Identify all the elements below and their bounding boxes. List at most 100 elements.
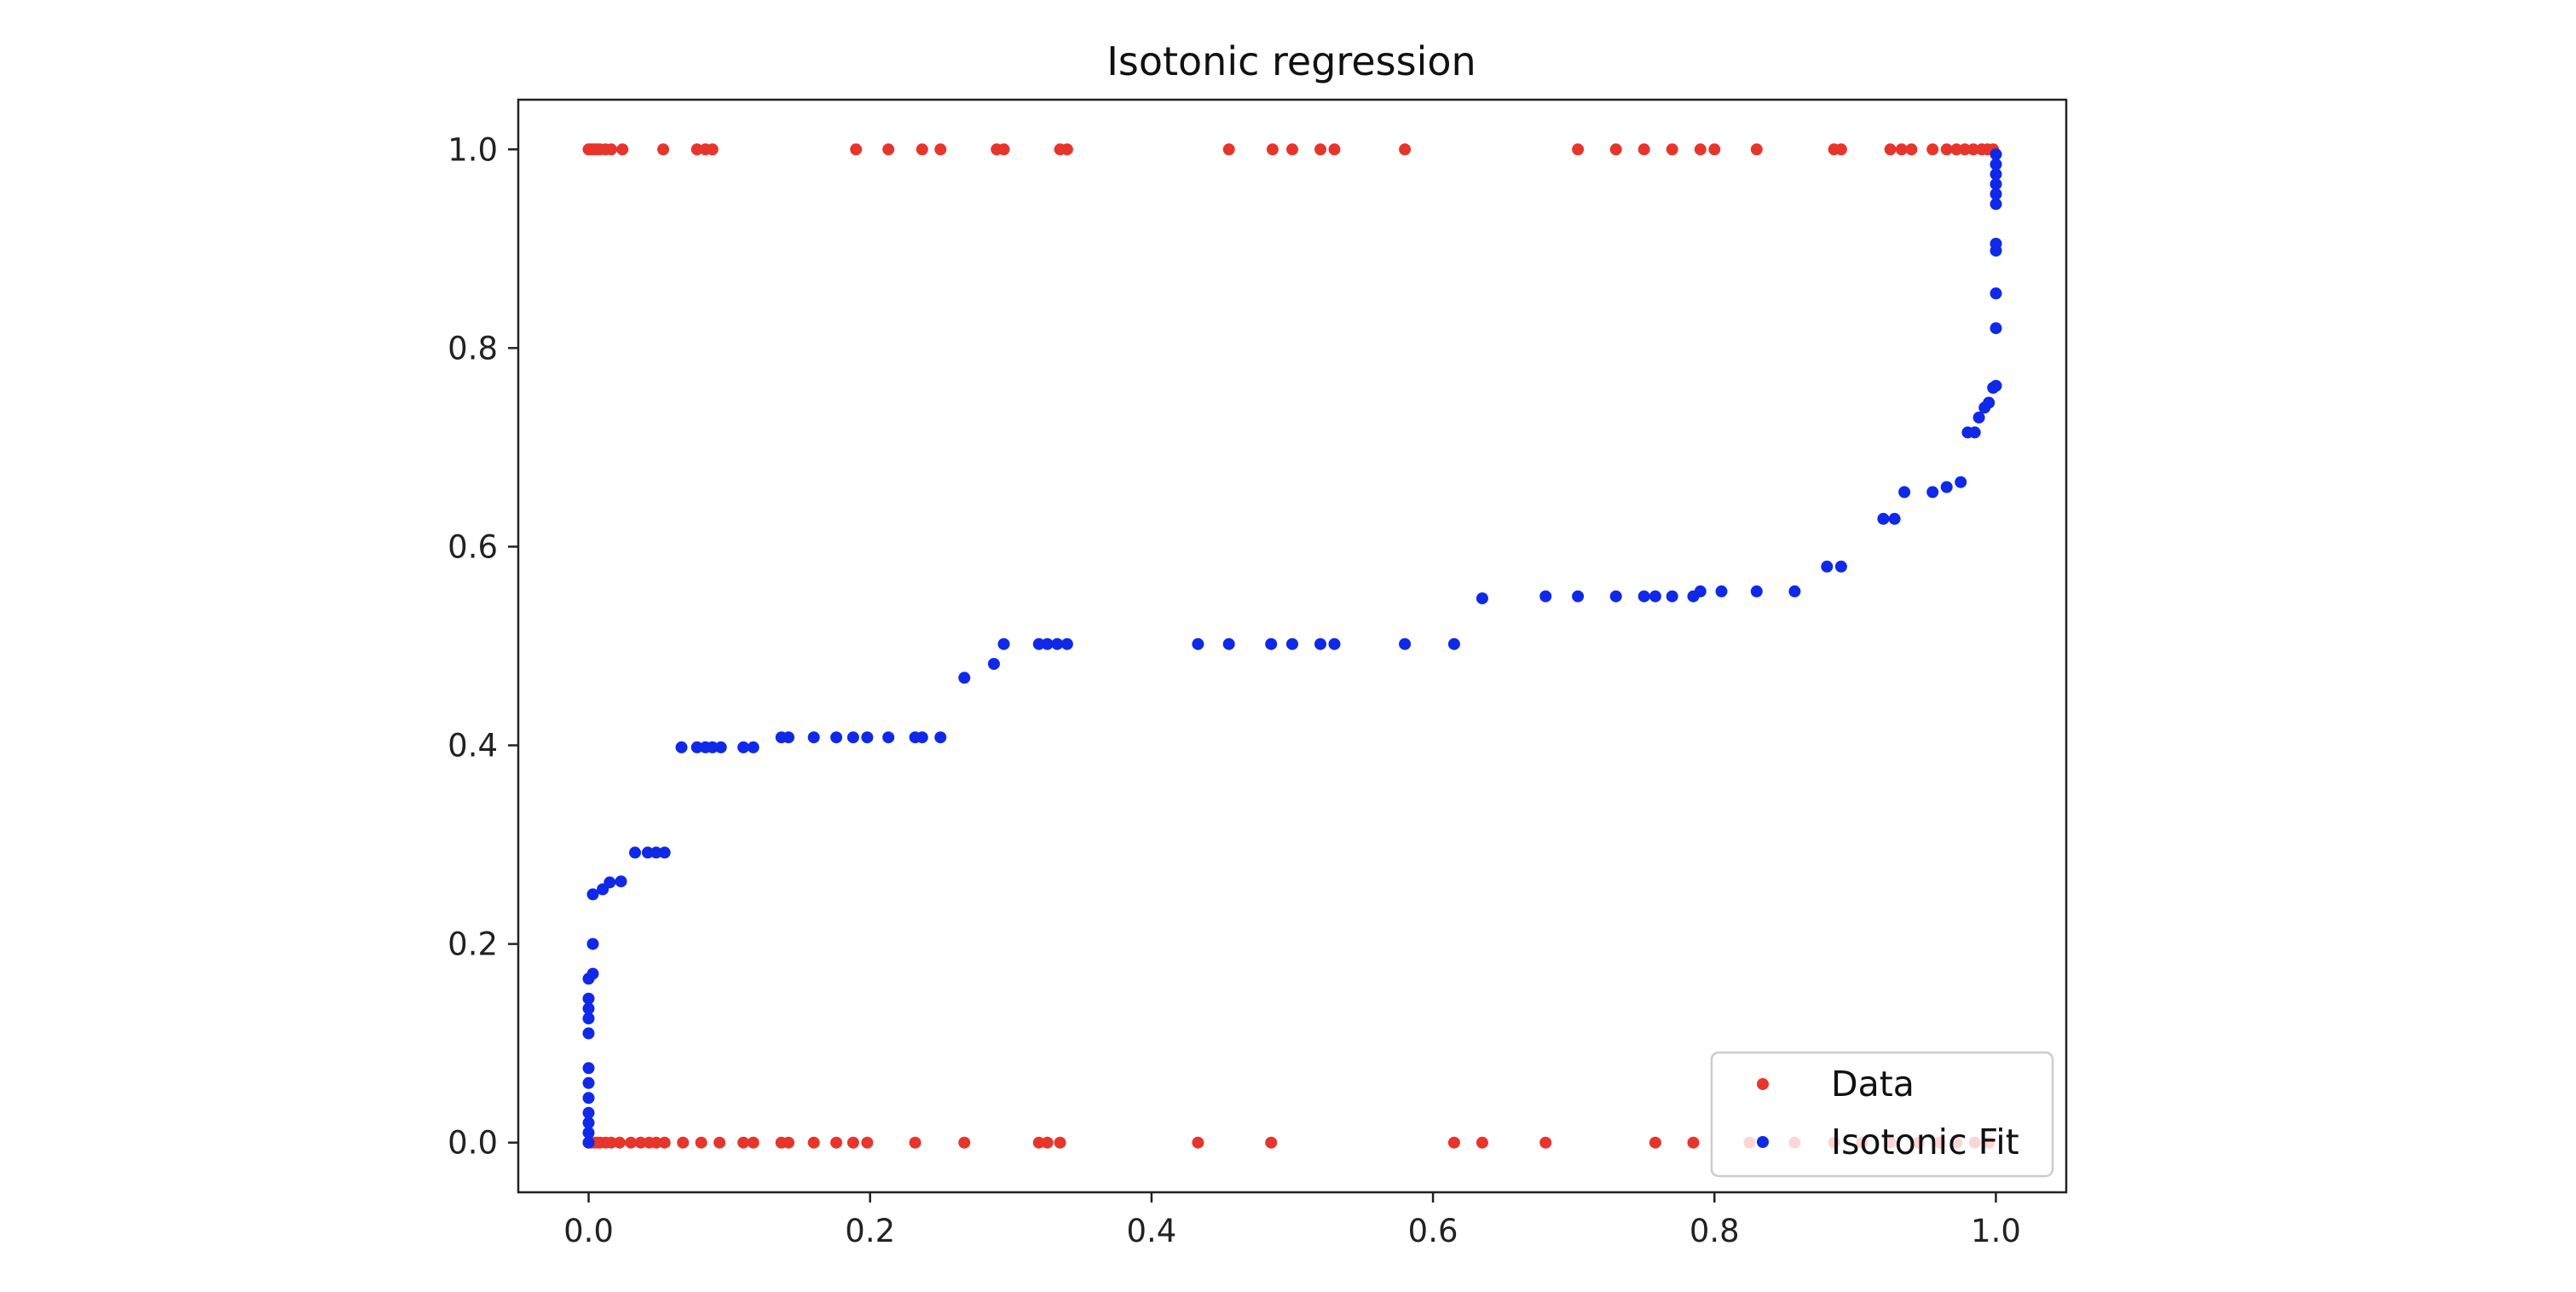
- data-point: [658, 1136, 671, 1149]
- data-point: [650, 1136, 662, 1149]
- data-point: [830, 1136, 843, 1149]
- fit-point: [586, 888, 599, 901]
- fit-point: [1060, 637, 1073, 650]
- data-point: [1950, 143, 1963, 156]
- data-point: [882, 143, 895, 156]
- fit-point: [1926, 486, 1939, 499]
- fit-point: [988, 658, 1000, 670]
- fit-point: [1222, 637, 1235, 650]
- fit-point: [1265, 637, 1278, 650]
- fit-point: [706, 741, 719, 753]
- data-point: [1895, 143, 1908, 156]
- fit-point: [650, 846, 662, 859]
- plot-data-layer: [582, 143, 2002, 1149]
- data-point: [1314, 143, 1326, 156]
- plot-frame: [517, 98, 2068, 1194]
- fit-point: [1694, 585, 1707, 597]
- fit-point: [1314, 637, 1326, 650]
- data-point: [1266, 143, 1279, 156]
- fit-point: [615, 875, 627, 888]
- data-point: [1476, 1136, 1488, 1149]
- data-point: [1192, 1136, 1204, 1149]
- data-point: [1447, 1136, 1460, 1149]
- fit-point: [807, 731, 820, 744]
- fit-point: [1888, 512, 1901, 525]
- fit-point: [1041, 637, 1054, 650]
- fit-point: [1539, 590, 1552, 603]
- data-point: [846, 1136, 859, 1149]
- fit-point: [1990, 379, 2002, 392]
- fit-point: [582, 1136, 595, 1149]
- fit-point: [1399, 637, 1412, 650]
- fit-point: [1955, 476, 1967, 488]
- data-point: [713, 1136, 726, 1149]
- y-axis: 0.0 0.2 0.4 0.6 0.8 1.0: [448, 131, 518, 1162]
- data-point: [1967, 143, 1979, 156]
- fit-point: [1609, 590, 1622, 603]
- fit-point: [1990, 198, 2002, 211]
- data-point: [1884, 143, 1897, 156]
- data-point: [1940, 143, 1953, 156]
- data-point: [625, 1136, 638, 1149]
- data-point: [915, 143, 928, 156]
- data-point: [934, 143, 947, 156]
- fit-point: [861, 731, 874, 744]
- fit-point: [1990, 158, 2002, 170]
- fit-point: [737, 741, 750, 753]
- fit-point: [582, 1027, 595, 1040]
- fit-point: [1821, 560, 1834, 573]
- y-tick-label: 0.6: [448, 528, 498, 565]
- data-point: [861, 1136, 874, 1149]
- fit-point: [582, 1092, 595, 1105]
- y-tick-label: 0.0: [448, 1125, 498, 1162]
- fit-point: [1637, 590, 1650, 603]
- fit-point: [586, 937, 599, 950]
- data-point: [850, 143, 863, 156]
- fit-point: [1972, 411, 1985, 424]
- data-point: [706, 143, 719, 156]
- data-point: [1750, 143, 1763, 156]
- data-point: [1926, 143, 1939, 156]
- fit-point: [582, 1127, 595, 1139]
- data-point: [677, 1136, 690, 1149]
- chart-title: Isotonic regression: [1106, 38, 1476, 84]
- x-tick-label: 0.6: [1408, 1213, 1458, 1249]
- fit-point: [582, 1012, 595, 1024]
- data-point: [1959, 143, 1972, 156]
- fit-point: [1990, 238, 2002, 250]
- fit-point: [1940, 481, 1953, 493]
- legend: Data Isotonic Fit: [1710, 1051, 2054, 1178]
- data-point: [1265, 1136, 1278, 1149]
- fit-point: [586, 967, 599, 980]
- data-point: [690, 143, 703, 156]
- fit-point: [1788, 585, 1801, 597]
- fit-point: [1990, 187, 2002, 200]
- data-point: [1041, 1136, 1054, 1149]
- legend-marker-data: [1757, 1078, 1769, 1090]
- fit-point: [1983, 396, 1996, 409]
- fit-point: [1286, 637, 1298, 650]
- fit-point: [582, 1116, 595, 1129]
- data-point: [737, 1136, 750, 1149]
- fit-point: [1572, 590, 1585, 603]
- fit-point: [1051, 637, 1064, 650]
- fit-point: [1877, 512, 1890, 525]
- data-point: [1399, 143, 1412, 156]
- fit-point: [582, 1002, 595, 1015]
- data-point: [783, 1136, 794, 1149]
- data-point: [909, 1136, 921, 1149]
- y-tick-label: 0.4: [448, 728, 498, 764]
- fit-point: [1898, 486, 1911, 499]
- data-point: [1060, 143, 1073, 156]
- fit-point: [629, 846, 641, 859]
- data-point: [695, 1136, 708, 1149]
- fit-point: [1476, 592, 1488, 605]
- fit-point: [882, 731, 895, 744]
- data-point: [1637, 143, 1650, 156]
- fit-point: [1649, 590, 1661, 603]
- fit-point: [604, 876, 616, 889]
- fit-point: [1447, 637, 1460, 650]
- fit-point: [1990, 168, 2002, 181]
- fit-point: [915, 731, 928, 744]
- fit-point: [658, 846, 671, 859]
